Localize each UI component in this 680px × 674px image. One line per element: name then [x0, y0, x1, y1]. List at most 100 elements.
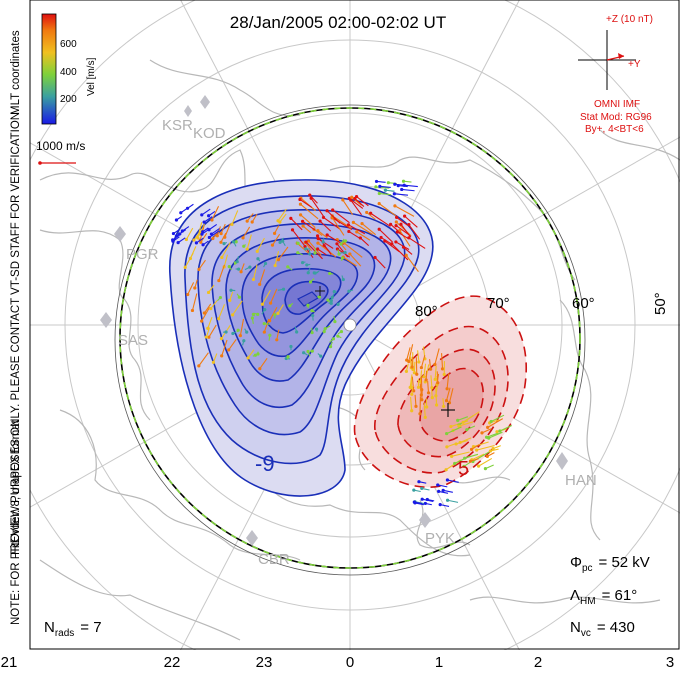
velocity-vector-origin	[343, 250, 347, 255]
velocity-vector-origin	[231, 240, 236, 244]
velocity-tick-200: 200	[60, 94, 77, 105]
velocity-vector-origin	[369, 211, 373, 215]
station-label: PYK	[425, 530, 455, 547]
velocity-vector-origin	[321, 240, 325, 244]
velocity-vector	[199, 223, 205, 235]
velocity-vector	[349, 253, 362, 267]
velocity-vector-origin	[454, 442, 458, 446]
mlt-hour-label: 21	[0, 654, 18, 671]
velocity-vector-origin	[185, 206, 190, 210]
velocity-vector-origin	[238, 334, 242, 338]
velocity-vector-origin	[289, 344, 293, 349]
velocity-vector-origin	[230, 222, 234, 227]
mlt-hour-label: 2	[533, 654, 543, 671]
velocity-vector-origin	[457, 424, 461, 428]
velocity-vector	[356, 231, 371, 241]
velocity-vector-origin	[206, 290, 211, 295]
velocity-vector-origin	[176, 241, 180, 245]
positive-potential-cell	[353, 295, 528, 488]
velocity-vector-origin	[315, 247, 320, 251]
velocity-vector	[411, 376, 415, 391]
velocity-vector	[409, 355, 412, 368]
velocity-vector	[370, 212, 391, 227]
velocity-vector	[420, 355, 426, 368]
stat-phi-symbol: Φ	[570, 554, 582, 571]
velocity-vector-origin	[298, 202, 303, 206]
mlt-hour-label: 0	[345, 654, 355, 671]
velocity-vector-origin	[403, 214, 407, 218]
velocity-vector	[302, 220, 316, 231]
velocity-vector	[445, 387, 451, 401]
velocity-vector-origin	[445, 387, 449, 391]
velocity-vector	[313, 228, 323, 237]
velocity-vector-origin	[445, 478, 450, 482]
velocity-vector-origin	[246, 356, 250, 360]
velocity-vector-origin	[410, 365, 414, 369]
velocity-vector	[378, 228, 393, 243]
velocity-vector-origin	[413, 501, 417, 505]
velocity-vector	[208, 324, 217, 338]
stat-phi-sub: pc	[582, 563, 593, 574]
velocity-vector-origin	[217, 317, 221, 321]
velocity-vector	[209, 230, 220, 238]
velocity-vector	[375, 186, 390, 189]
velocity-vector-origin	[286, 265, 290, 269]
velocity-vector-origin	[207, 228, 211, 232]
velocity-vector	[348, 230, 361, 240]
velocity-vector-origin	[383, 239, 387, 243]
velocity-vector-origin	[200, 213, 204, 217]
velocity-vector	[478, 457, 493, 467]
velocity-vector-origin	[423, 415, 427, 419]
velocity-vector-origin	[207, 335, 211, 339]
velocity-vector-origin	[263, 307, 267, 312]
velocity-vector	[401, 188, 415, 192]
velocity-vector-origin	[186, 292, 190, 297]
velocity-vector-origin	[227, 265, 231, 269]
velocity-vector	[455, 439, 468, 445]
velocity-vector	[300, 203, 319, 220]
velocity-vector	[326, 210, 341, 224]
velocity-vector-origin	[407, 223, 411, 227]
velocity-vector-origin	[398, 228, 402, 233]
velocity-vector-origin	[202, 220, 206, 224]
velocity-vector	[304, 242, 312, 251]
velocity-vector-origin	[235, 260, 239, 264]
velocity-vector-origin	[420, 398, 424, 402]
velocity-vector	[200, 233, 208, 243]
velocity-vector-origin	[273, 263, 277, 268]
velocity-vector-origin	[400, 187, 404, 192]
velocity-vector	[309, 194, 318, 204]
velocity-vector	[488, 431, 503, 439]
velocity-vector-origin	[326, 298, 330, 302]
velocity-vector	[247, 349, 255, 359]
velocity-vector-origin	[237, 295, 241, 299]
velocity-vector-origin	[420, 497, 424, 501]
velocity-vector-origin	[424, 378, 428, 382]
velocity-vector-origin	[258, 282, 262, 286]
velocity-vector-origin	[219, 240, 223, 244]
outer-latitude-ring	[114, 104, 586, 576]
velocity-vector	[269, 306, 278, 322]
velocity-vector-origin	[304, 240, 308, 244]
velocity-vector-origin	[306, 271, 310, 275]
velocity-vector-origin	[488, 449, 493, 453]
velocity-vector	[300, 214, 316, 228]
velocity-vector-origin	[311, 313, 315, 318]
velocity-vector-origin	[239, 270, 243, 274]
velocity-vector	[332, 209, 350, 224]
imf-source: OMNI IMF	[594, 99, 640, 110]
velocity-vector-origin	[475, 448, 479, 452]
velocity-vector-origin	[465, 428, 469, 432]
velocity-vector	[292, 229, 307, 248]
velocity-vector-origin	[394, 223, 398, 228]
velocity-vector-origin	[453, 461, 457, 466]
velocity-vector-origin	[308, 280, 313, 284]
mlt-hour-label: 22	[163, 654, 181, 671]
velocity-vector-origin	[237, 267, 241, 271]
velocity-vector-origin	[331, 208, 335, 212]
velocity-vector-origin	[325, 209, 329, 213]
velocity-vector	[379, 192, 392, 196]
velocity-vector	[457, 416, 469, 421]
velocity-vector-origin	[408, 385, 412, 389]
